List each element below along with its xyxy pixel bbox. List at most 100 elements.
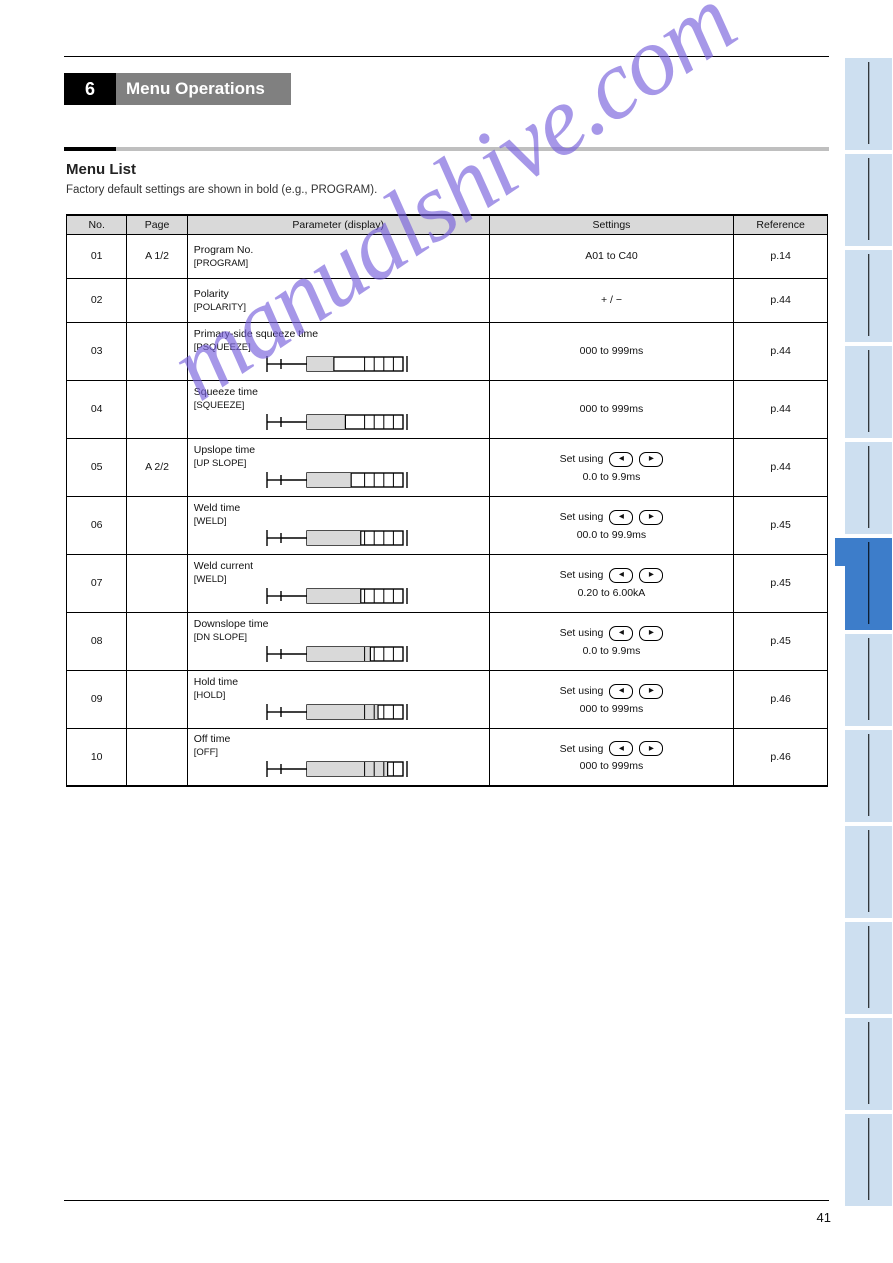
cell-param: Upslope time [UP SLOPE] [187,438,489,496]
syringe-icon [263,469,413,491]
param-display: [UP SLOPE] [194,458,483,469]
key-left-icon: ◂ [609,741,633,756]
param-name: Squeeze time [194,386,258,398]
cell-page [127,496,187,554]
cell-ref: p.45 [734,554,828,612]
setting-range: 0.20 to 6.00kA [496,587,728,599]
cell-page: A 2/2 [127,438,187,496]
setting-range: 00.0 to 99.9ms [496,529,728,541]
cell-setting: 000 to 999ms [489,322,734,380]
key-right-icon: ▸ [639,510,663,525]
bottom-rule [64,1200,829,1201]
table-row: 08Downslope time[DN SLOPE] Set using◂▸0.… [67,612,828,670]
syringe-icon [263,585,413,607]
cell-setting: Set using◂▸0.20 to 6.00kA [489,554,734,612]
setting-prefix: Set using [560,743,604,755]
cell-page: A 1/2 [127,234,187,278]
cell-page [127,612,187,670]
cell-no: 05 [67,438,127,496]
cell-param: Weld time[WELD] [187,496,489,554]
table-row: 06Weld time[WELD] Set using◂▸00.0 to 99.… [67,496,828,554]
key-right-icon: ▸ [639,741,663,756]
param-name: Downslope time [194,618,269,630]
setting-prefix: Set using [560,511,604,523]
page-content: 6 Menu Operations Menu List Factory defa… [0,0,845,1263]
top-rule [64,56,829,57]
cell-page [127,278,187,322]
syringe-icon [263,643,413,665]
cell-ref: p.45 [734,496,828,554]
syringe-icon [263,411,413,433]
table-row: 01A 1/2Program No.[PROGRAM]A01 to C40p.1… [67,234,828,278]
syringe-icon [263,353,413,375]
param-display: [POLARITY] [194,302,483,313]
side-tab[interactable] [845,250,892,342]
side-tab[interactable] [845,58,892,150]
cell-ref: p.46 [734,670,828,728]
param-display: [WELD] [194,516,483,527]
cell-ref: p.44 [734,322,828,380]
menu-table: No. Page Parameter (display) Settings Re… [66,214,828,788]
cell-param: Hold time [HOLD] [187,670,489,728]
chapter-number: 6 [64,73,116,105]
cell-setting: Set using◂▸00.0 to 99.9ms [489,496,734,554]
key-left-icon: ◂ [609,626,633,641]
cell-setting: Set using ◂ ▸ 000 to 999ms [489,728,734,786]
side-tab[interactable] [845,826,892,918]
param-name: Hold time [194,676,238,688]
param-display: [HOLD] [194,690,483,701]
section-title: Menu List [64,161,845,178]
table-row: 03Primary-side squeeze time[PSQUEEZE] 00… [67,322,828,380]
side-tab[interactable] [845,730,892,822]
cell-ref: p.44 [734,380,828,438]
cell-no: 06 [67,496,127,554]
setting-range: 0.0 to 9.9ms [496,471,728,483]
chapter-title: Menu Operations [116,73,291,105]
cell-ref: p.46 [734,728,828,786]
param-display: [OFF] [194,747,483,758]
chapter-header: 6 Menu Operations [64,73,845,105]
cell-setting: Set using◂▸0.0 to 9.9ms [489,612,734,670]
setting-range: 000 to 999ms [496,703,728,715]
setting-range: 0.0 to 9.9ms [496,645,728,657]
key-right-icon: ▸ [639,684,663,699]
side-tab[interactable] [845,922,892,1014]
cell-no: 09 [67,670,127,728]
side-tab[interactable] [845,634,892,726]
cell-page [127,670,187,728]
side-tab[interactable] [845,1018,892,1110]
cell-param: Weld current[WELD] [187,554,489,612]
section-rule [64,147,829,151]
col-param: Parameter (display) [187,215,489,235]
side-tabs [845,58,893,1263]
cell-param: Primary-side squeeze time[PSQUEEZE] [187,322,489,380]
side-tab[interactable] [845,538,892,630]
param-name: Upslope time [194,444,255,456]
table-row: 10Off time[OFF] Set using◂▸000 to 999msp… [67,728,828,786]
side-tab[interactable] [845,346,892,438]
setting-range: 000 to 999ms [496,760,728,772]
param-display: [PROGRAM] [194,258,483,269]
param-display: [SQUEEZE] [194,400,483,411]
side-tab[interactable] [845,1114,892,1206]
key-left-icon: ◂ [609,452,633,467]
param-name: Program No. [194,244,254,256]
cell-ref: p.44 [734,278,828,322]
cell-ref: p.45 [734,612,828,670]
side-tab[interactable] [845,442,892,534]
syringe-icon [263,701,413,723]
cell-setting: Set using◂▸000 to 999ms [489,670,734,728]
cell-param: Off time [OFF] [187,728,489,786]
cell-param: Polarity[POLARITY] [187,278,489,322]
key-left-icon: ◂ [609,568,633,583]
setting-prefix: Set using [560,627,604,639]
cell-setting: Set using◂▸0.0 to 9.9ms [489,438,734,496]
param-name: Off time [194,733,231,745]
cell-param: Squeeze time [SQUEEZE] [187,380,489,438]
col-page: Page [127,215,187,235]
cell-no: 01 [67,234,127,278]
setting-prefix: Set using [560,453,604,465]
cell-no: 07 [67,554,127,612]
cell-page [127,728,187,786]
side-tab[interactable] [845,154,892,246]
